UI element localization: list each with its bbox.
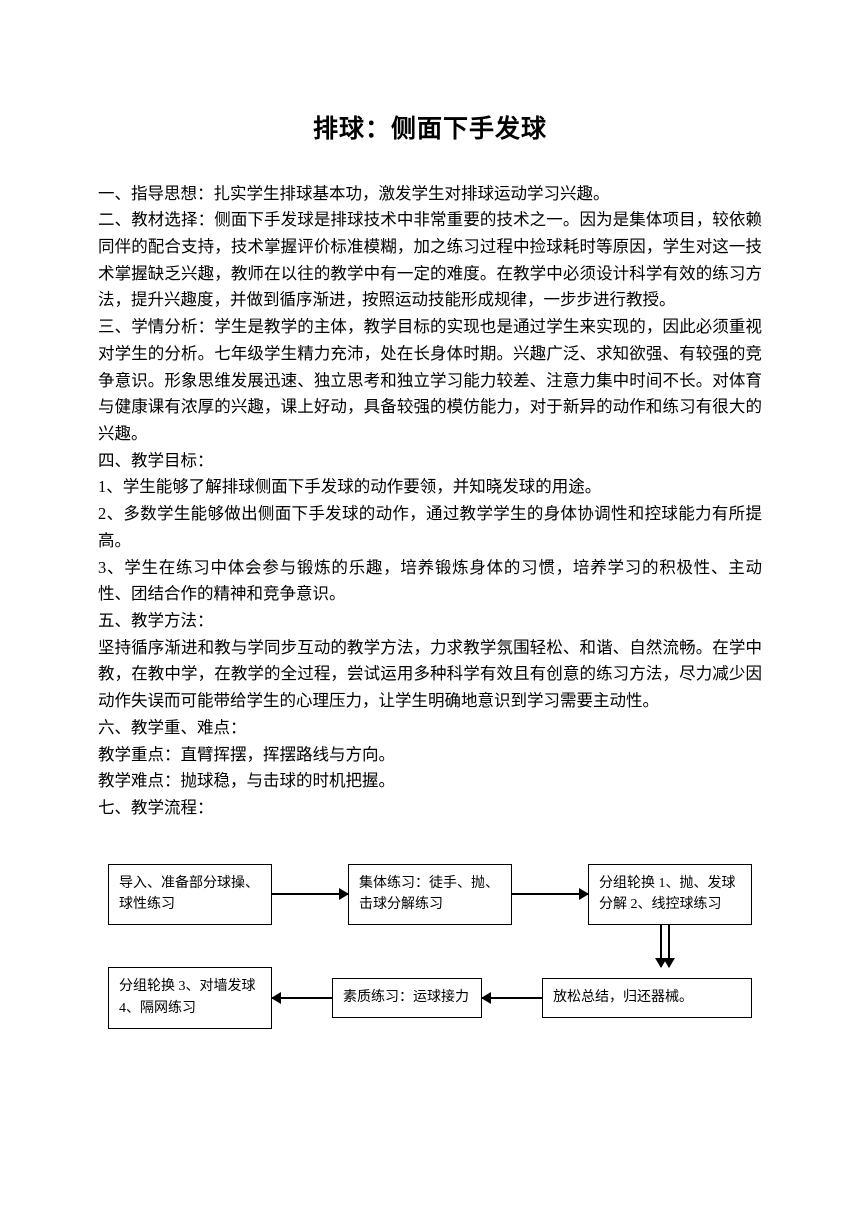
section-5-head: 五、教学方法： (98, 608, 762, 635)
section-3: 三、学情分析：学生是教学的主体，教学目标的实现也是通过学生来实现的，因此必须重视… (98, 314, 762, 448)
arrow-left-icon (272, 997, 332, 999)
section-1: 一、指导思想：扎实学生排球基本功，激发学生对排球运动学习兴趣。 (98, 181, 762, 208)
flow-box-6: 分组轮换 3、对墙发球 4、隔网练习 (108, 967, 272, 1028)
flow-row-1: 导入、准备部分球操、球性练习 集体练习：徒手、抛、击球分解练习 分组轮换 1、抛… (108, 864, 752, 925)
arrow-right-icon (512, 893, 588, 895)
flow-box-2: 集体练习：徒手、抛、击球分解练习 (348, 864, 512, 925)
section-7-head: 七、教学流程： (98, 795, 762, 822)
section-6-item-2: 教学难点：抛球稳，与击球的时机把握。 (98, 768, 762, 795)
flow-box-4: 放松总结，归还器械。 (542, 978, 752, 1018)
flow-box-3: 分组轮换 1、抛、发球分解 2、线控球练习 (588, 864, 752, 925)
section-6-item-1: 教学重点：直臂挥摆，挥摆路线与方向。 (98, 742, 762, 769)
section-4-item-2: 2、多数学生能够做出侧面下手发球的动作，通过教学学生的身体协调性和控球能力有所提… (98, 501, 762, 554)
flow-row-2: 分组轮换 3、对墙发球 4、隔网练习 素质练习：运球接力 放松总结，归还器械。 (108, 967, 752, 1028)
section-5-body: 坚持循序渐进和教与学同步互动的教学方法，力求教学氛围轻松、和谐、自然流畅。在学中… (98, 635, 762, 715)
section-4-item-1: 1、学生能够了解排球侧面下手发球的动作要领，并知晓发球的用途。 (98, 474, 762, 501)
flow-box-5: 素质练习：运球接力 (332, 978, 482, 1018)
page-title: 排球：侧面下手发球 (98, 110, 762, 151)
flow-box-1: 导入、准备部分球操、球性练习 (108, 864, 272, 925)
flowchart: 导入、准备部分球操、球性练习 集体练习：徒手、抛、击球分解练习 分组轮换 1、抛… (98, 864, 762, 1029)
arrow-left-icon (482, 997, 542, 999)
section-4-head: 四、教学目标： (98, 448, 762, 475)
section-4-item-3: 3、学生在练习中体会参与锻炼的乐趣，培养锻炼身体的习惯，培养学习的积极性、主动性… (98, 555, 762, 608)
section-2: 二、教材选择：侧面下手发球是排球技术中非常重要的技术之一。因为是集体项目，较依赖… (98, 207, 762, 314)
section-6-head: 六、教学重、难点： (98, 715, 762, 742)
arrow-right-icon (272, 893, 348, 895)
arrow-down-icon (108, 925, 752, 967)
